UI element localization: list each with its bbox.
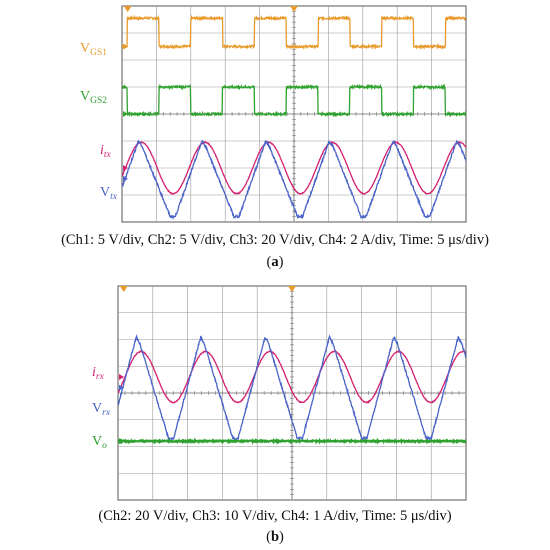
trace-itx	[122, 140, 466, 195]
trace-Vo	[118, 437, 466, 445]
trace-Vrx	[118, 334, 466, 442]
oscilloscope-a: VGS1 VGS2 itx Vtx	[80, 5, 467, 223]
channel-marker-icon	[119, 384, 124, 391]
trigger-marker-icon	[119, 286, 128, 292]
subfigure-a: VGS1 VGS2 itx Vtx (Ch1: 5 V/div, Ch2: 5 V/d…	[61, 5, 489, 270]
channel-marker-icon	[123, 175, 128, 182]
channel-marker-icon	[123, 165, 128, 171]
trigger-marker-icon	[123, 6, 132, 12]
subfigure-label-a: (a)	[266, 254, 284, 270]
series-label-VGS2: VGS2	[80, 89, 107, 106]
subfigure-b: irx Vrx Vo (Ch2: 20 V/div, Ch3: 10 V/div, …	[0, 282, 550, 550]
channel-marker-icon	[119, 438, 124, 445]
series-label-Vtx: Vtx	[100, 185, 118, 202]
series-label-Vo: Vo	[92, 434, 107, 451]
subfigure-label-b: (b)	[266, 529, 284, 545]
trace-VGS1	[122, 14, 466, 50]
scope-grid	[117, 285, 467, 501]
oscilloscope-b: irx Vrx Vo	[92, 285, 467, 501]
caption-a: (Ch1: 5 V/div, Ch2: 5 V/div, Ch3: 20 V/d…	[61, 232, 489, 248]
series-label-VGS1: VGS1	[80, 41, 107, 58]
channel-marker-icon	[119, 373, 124, 380]
channel-marker-icon	[123, 111, 128, 117]
caption-b: (Ch2: 20 V/div, Ch3: 10 V/div, Ch4: 1 A/…	[98, 508, 452, 524]
series-label-irx: irx	[92, 365, 105, 382]
series-label-Vrx: Vrx	[92, 401, 111, 418]
series-label-itx: itx	[100, 143, 112, 160]
trigger-position-icon	[290, 6, 298, 12]
channel-marker-icon	[123, 43, 128, 50]
trace-irx	[118, 349, 466, 405]
trace-VGS2	[122, 83, 466, 118]
trigger-position-icon	[288, 286, 296, 292]
trace-Vtx	[122, 139, 466, 221]
